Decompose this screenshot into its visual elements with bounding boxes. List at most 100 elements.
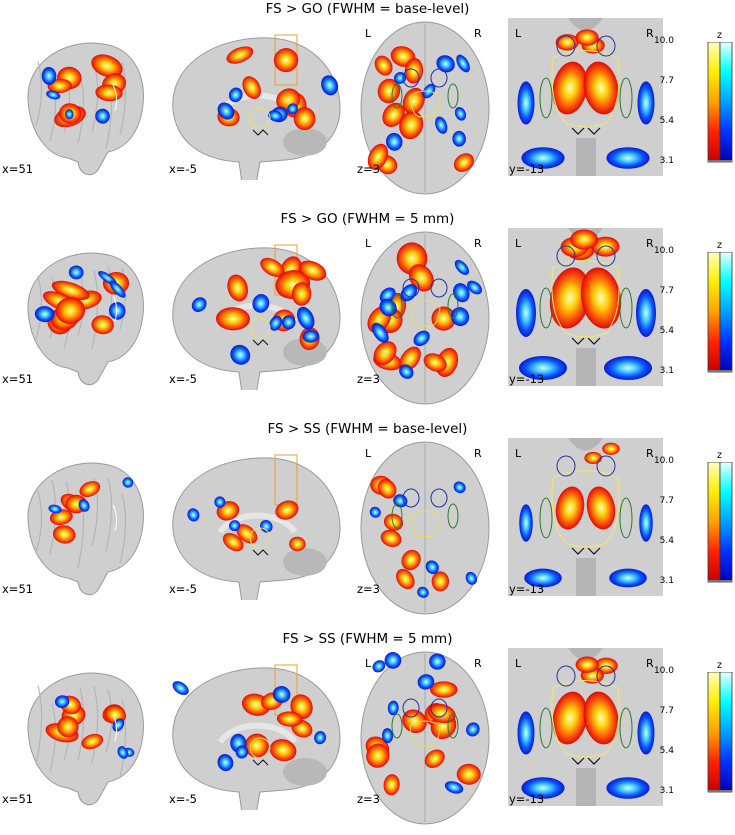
deactivation-cluster bbox=[417, 586, 429, 598]
row-title: FS > GO (FWHM = base-level) bbox=[265, 1, 470, 17]
deactivation-cluster bbox=[524, 568, 562, 588]
deactivation-cluster bbox=[46, 90, 61, 100]
deactivation-cluster bbox=[381, 728, 394, 744]
slice-coordinate-label: x=51 bbox=[2, 582, 34, 596]
activation-cluster bbox=[382, 102, 405, 127]
deactivation-cluster bbox=[321, 75, 339, 96]
activation-cluster bbox=[570, 229, 599, 250]
deactivation-cluster bbox=[453, 283, 470, 303]
activation-cluster bbox=[79, 481, 101, 498]
deactivation-cluster bbox=[413, 330, 430, 347]
sagittal-medial-slice bbox=[165, 660, 345, 810]
sagittal-lateral-slice bbox=[18, 450, 148, 600]
deactivation-cluster bbox=[466, 722, 480, 737]
deactivation-cluster bbox=[235, 745, 249, 759]
deactivation-cluster bbox=[214, 496, 226, 508]
activation-cluster bbox=[81, 733, 104, 750]
insula-deactivation-right bbox=[637, 711, 655, 755]
deactivation-cluster bbox=[272, 686, 291, 703]
activation-cluster bbox=[242, 76, 261, 100]
deactivation-cluster bbox=[467, 280, 483, 295]
axial-slice bbox=[355, 438, 495, 618]
slice-coordinate-label: x=-5 bbox=[169, 372, 197, 386]
activation-cluster bbox=[383, 774, 400, 796]
axial-slice bbox=[355, 228, 495, 408]
deactivation-cluster bbox=[109, 280, 126, 298]
deactivation-cluster bbox=[78, 499, 90, 512]
colorbar-negative bbox=[719, 671, 733, 793]
coronal-left-marker: L bbox=[515, 27, 522, 40]
insula-deactivation-right bbox=[636, 289, 656, 337]
insula-deactivation-left bbox=[517, 81, 535, 125]
axial-left-marker: L bbox=[365, 657, 372, 670]
row-title: FS > GO (FWHM = 5 mm) bbox=[280, 211, 455, 227]
activation-cluster bbox=[91, 315, 114, 335]
deactivation-cluster bbox=[452, 130, 466, 147]
slice-coordinate-label: z=3 bbox=[357, 372, 380, 386]
activation-cluster bbox=[424, 749, 445, 768]
slice-coordinate-label: x=-5 bbox=[169, 162, 197, 176]
figure-row: FS > GO (FWHM = base-level) x=51 x=-5 z=3 y=… bbox=[0, 0, 735, 205]
coronal-slice bbox=[508, 438, 663, 596]
insula-deactivation-left bbox=[519, 504, 533, 542]
row-title: FS > SS (FWHM = 5 mm) bbox=[282, 631, 453, 647]
insula-deactivation-right bbox=[637, 81, 655, 125]
deactivation-cluster bbox=[519, 356, 567, 380]
activation-cluster bbox=[298, 260, 327, 281]
deactivation-cluster bbox=[454, 259, 470, 275]
colorbar-positive bbox=[707, 41, 721, 163]
deactivation-cluster bbox=[372, 660, 386, 673]
activation-cluster bbox=[408, 264, 434, 292]
colorbar-tick-label: 5.4 bbox=[659, 536, 674, 546]
deactivation-cluster bbox=[117, 746, 129, 759]
activation-cluster bbox=[575, 29, 599, 46]
deactivation-cluster bbox=[450, 307, 470, 327]
deactivation-cluster bbox=[371, 322, 389, 343]
slice-coordinate-label: y=-13 bbox=[509, 792, 545, 806]
deactivation-cluster bbox=[281, 315, 296, 330]
slice-coordinate-label: z=3 bbox=[357, 792, 380, 806]
colorbar bbox=[676, 461, 735, 596]
deactivation-cluster bbox=[48, 504, 62, 514]
activation-cluster bbox=[293, 107, 316, 131]
thalamus-activation-left bbox=[555, 486, 585, 530]
deactivation-cluster bbox=[268, 110, 283, 122]
colorbar-negative bbox=[719, 251, 733, 373]
colorbar-tick-label: 3.1 bbox=[659, 786, 674, 796]
colorbar-label: z bbox=[717, 30, 722, 41]
colorbar-positive bbox=[707, 461, 721, 583]
deactivation-cluster bbox=[108, 302, 126, 320]
figure-row: FS > SS (FWHM = base-level) x=51 x=-5 z=3 y=… bbox=[0, 420, 735, 625]
axial-right-marker: R bbox=[474, 237, 482, 250]
activation-cluster bbox=[273, 48, 299, 73]
brain-silhouette bbox=[27, 42, 144, 176]
colorbar-positive bbox=[707, 671, 721, 793]
deactivation-cluster bbox=[606, 147, 650, 169]
deactivation-cluster bbox=[436, 55, 455, 73]
colorbar-tick-label: 10.0 bbox=[653, 666, 674, 676]
thalamus-activation-right bbox=[586, 486, 616, 530]
deactivation-cluster bbox=[399, 364, 414, 379]
activation-cluster bbox=[431, 571, 450, 592]
colorbar-tick-label: 5.4 bbox=[659, 116, 674, 126]
sagittal-lateral-slice bbox=[18, 660, 148, 810]
activation-cluster bbox=[402, 87, 425, 115]
colorbar-tick-label: 7.7 bbox=[659, 706, 674, 716]
deactivation-cluster bbox=[609, 568, 647, 588]
deactivation-cluster bbox=[229, 520, 241, 532]
deactivation-cluster bbox=[41, 67, 57, 85]
deactivation-cluster bbox=[435, 116, 448, 134]
coronal-left-marker: L bbox=[515, 447, 522, 460]
figure-row: FS > SS (FWHM = 5 mm) x=51 x=-5 z=3 y=-13 L L R… bbox=[0, 630, 735, 835]
colorbar-label: z bbox=[717, 240, 722, 251]
slice-coordinate-label: z=3 bbox=[357, 162, 380, 176]
coronal-right-marker: R bbox=[646, 27, 654, 40]
activation-cluster bbox=[380, 529, 402, 548]
deactivation-cluster bbox=[384, 652, 402, 669]
sagittal-lateral-slice bbox=[18, 30, 148, 180]
slice-coordinate-label: x=-5 bbox=[169, 582, 197, 596]
activation-cluster bbox=[227, 274, 249, 302]
deactivation-cluster bbox=[297, 306, 315, 330]
coronal-slice bbox=[508, 228, 663, 386]
thalamus-activation-left bbox=[552, 691, 588, 745]
